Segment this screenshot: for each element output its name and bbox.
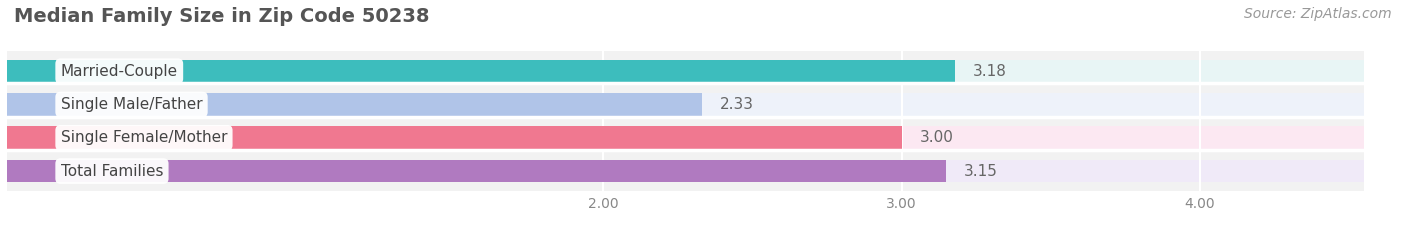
Bar — [7, 60, 955, 82]
Text: 3.15: 3.15 — [965, 164, 998, 178]
Text: Single Male/Father: Single Male/Father — [60, 97, 202, 112]
Text: 3.18: 3.18 — [973, 64, 1007, 79]
Text: Total Families: Total Families — [60, 164, 163, 178]
Bar — [7, 93, 702, 116]
Text: Median Family Size in Zip Code 50238: Median Family Size in Zip Code 50238 — [14, 7, 430, 26]
Text: Single Female/Mother: Single Female/Mother — [60, 130, 228, 145]
Bar — [7, 127, 1364, 149]
Text: Source: ZipAtlas.com: Source: ZipAtlas.com — [1244, 7, 1392, 21]
Bar — [7, 160, 1364, 182]
Bar — [7, 127, 901, 149]
Text: Married-Couple: Married-Couple — [60, 64, 177, 79]
Bar — [7, 160, 946, 182]
Bar — [7, 60, 1364, 82]
Text: 2.33: 2.33 — [720, 97, 754, 112]
Bar — [7, 93, 1364, 116]
Text: 3.00: 3.00 — [920, 130, 953, 145]
